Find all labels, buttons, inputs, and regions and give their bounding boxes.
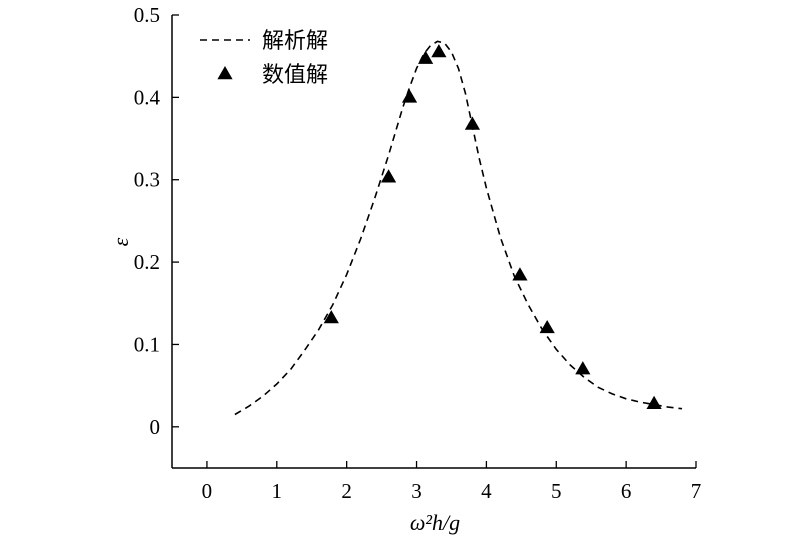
- y-tick-label: 0.5: [134, 3, 160, 27]
- y-axis-label: ε: [108, 237, 133, 246]
- numerical-solution-point: [464, 116, 481, 130]
- analytic-solution-line: [234, 40, 683, 416]
- x-tick-label: 7: [691, 479, 702, 503]
- axes: [171, 15, 696, 469]
- series-layer: [234, 40, 683, 416]
- x-axis-label: ω²h/g: [410, 510, 460, 535]
- y-tick-label: 0.1: [134, 332, 160, 356]
- numerical-solution-point: [512, 267, 528, 281]
- x-tick-label: 3: [411, 479, 422, 503]
- y-tick-label: 0.2: [134, 250, 160, 274]
- numerical-solution-point: [539, 319, 555, 334]
- numerical-solution-point: [646, 395, 662, 409]
- x-tick-label: 5: [551, 479, 562, 503]
- numerical-solution-point: [401, 89, 418, 103]
- numerical-solution-point: [418, 50, 434, 64]
- x-tick-label: 6: [621, 479, 632, 503]
- numerical-solution-point: [431, 44, 447, 58]
- legend-label-numerical: 数值解: [262, 63, 328, 88]
- numerical-solution-point: [575, 361, 591, 375]
- x-tick-label: 1: [272, 479, 283, 503]
- numerical-solution-point: [323, 310, 339, 324]
- y-tick-label: 0.4: [134, 85, 161, 109]
- x-tick-label: 4: [481, 479, 492, 503]
- x-tick-label: 0: [202, 479, 213, 503]
- ticks: 0 1 2 3 4 5 6 7 0 0.1 0.2 0.3 0.4 0.5: [134, 3, 702, 503]
- legend-label-analytic: 解析解: [262, 29, 328, 54]
- legend-triangle-swatch: [217, 66, 233, 80]
- y-tick-label: 0.3: [134, 168, 160, 192]
- numerical-solution-point: [380, 169, 397, 183]
- x-tick-label: 2: [341, 479, 352, 503]
- y-tick-label: 0: [150, 415, 161, 439]
